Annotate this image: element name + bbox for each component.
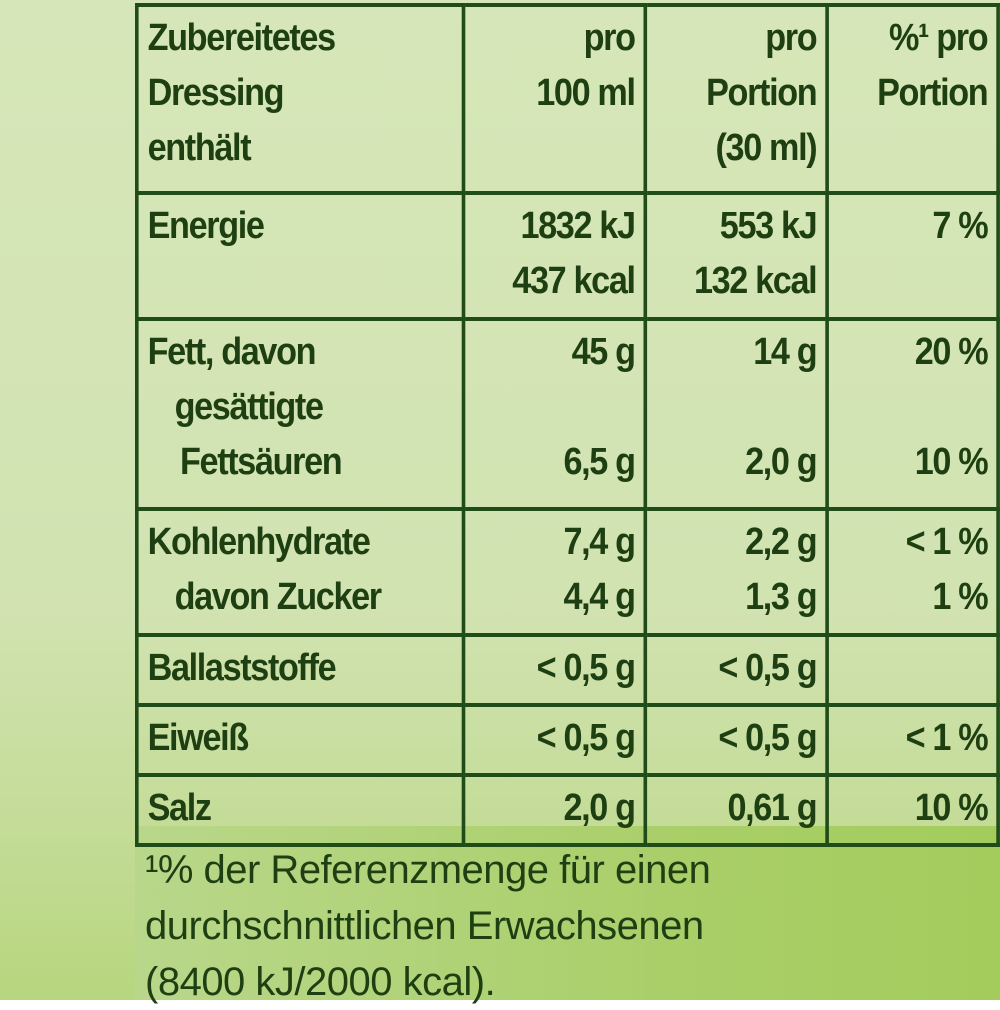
header-percent-portion: %¹ pro Portion — [825, 3, 1000, 195]
nutrient-label: Fett, davon gesättigte Fettsäuren — [134, 317, 466, 511]
value-per-portion: 14 g 2,0 g — [643, 317, 829, 511]
value-per-100ml: 45 g 6,5 g — [461, 317, 648, 511]
value-per-100ml: < 0,5 g — [461, 633, 648, 707]
nutrient-label: Ballaststoffe — [134, 633, 466, 707]
value-per-portion: 553 kJ 132 kcal — [643, 191, 829, 321]
value-percent: < 1 % 1 % — [825, 507, 1000, 637]
value-per-portion: < 0,5 g — [643, 703, 829, 777]
nutrient-label: Energie — [134, 191, 466, 321]
nutrient-label: Salz — [134, 773, 466, 847]
value-percent: 7 % — [825, 191, 1000, 321]
header-per-portion: pro Portion (30 ml) — [643, 3, 829, 195]
table-row-fiber: Ballaststoffe < 0,5 g < 0,5 g — [134, 633, 1000, 707]
value-percent: < 1 % — [825, 703, 1000, 777]
value-percent: 20 % 10 % — [825, 317, 1000, 511]
value-per-portion: 0,61 g — [643, 773, 829, 847]
table-row-salt: Salz 2,0 g 0,61 g 10 % — [134, 773, 1000, 847]
nutrient-label: Kohlenhydrate davon Zucker — [134, 507, 466, 637]
table-row-protein: Eiweiß < 0,5 g < 0,5 g < 1 % — [134, 703, 1000, 777]
header-per-100ml: pro 100 ml — [461, 3, 648, 195]
table-header-row: Zubereitetes Dressing enthält pro 100 ml… — [134, 3, 1000, 195]
footnote-band — [135, 826, 1000, 1000]
header-nutrient: Zubereitetes Dressing enthält — [134, 3, 466, 195]
value-per-100ml: 2,0 g — [461, 773, 648, 847]
value-per-100ml: 7,4 g 4,4 g — [461, 507, 648, 637]
nutrient-label: Eiweiß — [134, 703, 466, 777]
nutrition-table: Zubereitetes Dressing enthält pro 100 ml… — [134, 3, 1000, 847]
value-percent: 10 % — [825, 773, 1000, 847]
value-percent — [825, 633, 1000, 707]
value-per-100ml: < 0,5 g — [461, 703, 648, 777]
table-row-fat: Fett, davon gesättigte Fettsäuren 45 g 6… — [134, 317, 1000, 511]
value-per-100ml: 1832 kJ 437 kcal — [461, 191, 648, 321]
reference-footnote: ¹% der Referenzmenge für einen durchschn… — [145, 848, 711, 1004]
table-row-carbohydrates: Kohlenhydrate davon Zucker 7,4 g 4,4 g 2… — [134, 507, 1000, 637]
value-per-portion: 2,2 g 1,3 g — [643, 507, 829, 637]
value-per-portion: < 0,5 g — [643, 633, 829, 707]
table-row-energy: Energie 1832 kJ 437 kcal 553 kJ 132 kcal… — [134, 191, 1000, 321]
